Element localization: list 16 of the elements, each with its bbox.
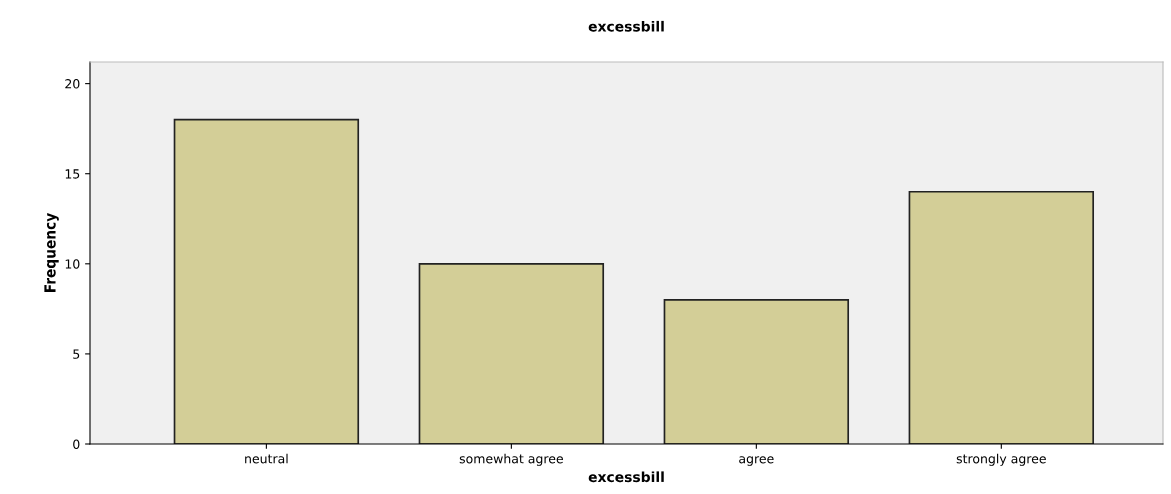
x-tick-label: somewhat agree (459, 453, 563, 466)
y-axis-title: Frequency (44, 213, 59, 292)
y-tick-label: 15 (65, 169, 80, 179)
bar (173, 118, 360, 444)
x-axis-title: excessbill (588, 471, 664, 483)
bar (418, 262, 605, 444)
y-tick-label: 10 (65, 259, 80, 269)
bar (663, 299, 850, 444)
bar (908, 190, 1095, 444)
x-tick-label: neutral (245, 453, 288, 464)
y-tick-label: 0 (73, 439, 80, 449)
x-tick-label: strongly agree (956, 453, 1046, 466)
y-tick-label: 20 (65, 79, 80, 89)
chart-title: excessbill (588, 20, 664, 32)
x-tick-label: agree (739, 456, 774, 466)
y-tick-label: 5 (73, 349, 80, 359)
